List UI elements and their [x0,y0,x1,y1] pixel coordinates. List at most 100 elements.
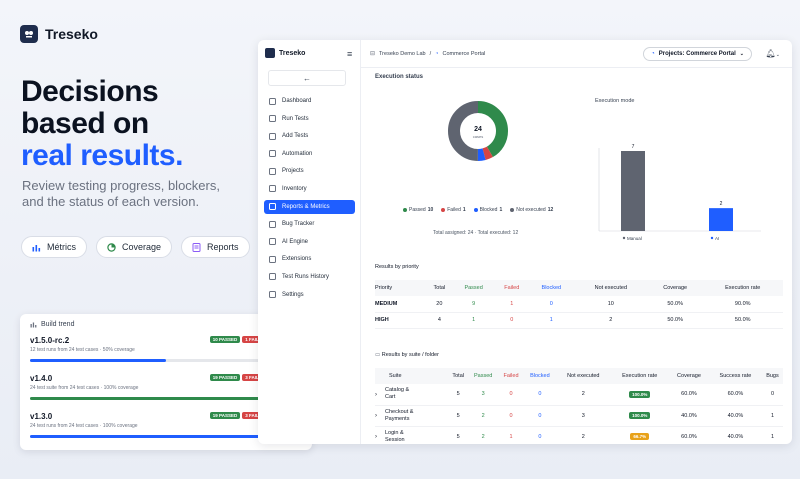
legend-label: Failed [447,207,461,213]
suite-cell-passed: 3 [481,391,485,398]
suites-header-cell[interactable]: Not executed [556,368,611,384]
suite-cell-blocked: 0 [538,433,542,440]
sidebar-item-inventory[interactable]: Inventory [264,182,355,196]
chevron-right-icon[interactable]: › [375,412,377,419]
suite-row[interactable]: › Login & Session 5 2 1 0 2 66.7% 60.0% 40.0% 1 [375,426,783,444]
panel-toggle-icon[interactable]: ⊟ [370,51,376,57]
suites-header-cell[interactable]: Success rate [708,368,762,384]
priority-header-cell[interactable]: Priority [375,280,427,296]
build-trend-header: Build trend [30,321,302,328]
suites-table: Suite Total Passed Failed Blocked Not execute… [375,368,783,444]
suite-cell-name: › Checkout & Payments [375,405,448,426]
build-version: v1.4.0 [30,374,53,383]
priority-cell: 90.0% [734,300,751,307]
feature-pills: Métrics Coverage Reports [21,236,250,258]
sidebar-item-add-tests[interactable]: Add Tests [264,129,355,143]
priority-header-cell[interactable]: Blocked [528,280,574,296]
suite-cell-name: › Catalog & Cart [375,384,448,405]
ai-engine-icon [269,238,276,246]
priority-cell: MEDIUM [375,300,398,307]
build-progress-fill [30,397,302,400]
build-version: v1.3.0 [30,412,53,421]
priority-cell: 1 [472,317,476,323]
priority-header-cell[interactable]: Failed [494,280,529,296]
suite-cell-total: 5 [456,391,460,398]
suite-cell-coverage: 40.0% [681,412,697,419]
chevron-down-icon: ⌄ [739,51,744,57]
priority-header-cell[interactable]: Passed [452,280,495,296]
execution-mode-title: Execution mode [595,98,635,104]
suites-header-cell[interactable]: Coverage [669,368,709,384]
sidebar-item-extensions[interactable]: Extensions [264,252,355,266]
pill-reports[interactable]: Reports [181,236,250,258]
suite-row[interactable]: › Catalog & Cart 5 3 0 0 2 100.0% 60.0% 60.0% 0 [375,384,783,405]
treseko-logo-icon [265,48,275,58]
legend-item: Not executed 12 [510,207,553,213]
suites-header-cell[interactable]: Total [448,368,468,384]
suites-header-cell[interactable]: Suite [375,368,449,384]
legend-dot [510,208,515,212]
bar-ai[interactable] [709,208,733,231]
suites-header-cell[interactable]: Failed [498,368,524,384]
chevron-right-icon[interactable]: › [375,433,377,440]
suites-header-cell[interactable]: Passed [467,368,499,384]
bar-manual[interactable] [621,151,645,231]
pill-coverage[interactable]: Coverage [96,236,173,258]
chevron-right-icon[interactable]: › [375,391,377,398]
build-version: v1.5.0-rc.2 [30,336,70,345]
execution-rate-badge: 100.0% [629,390,651,398]
sidebar-menu: Dashboard Run Tests Add Tests Automation Pro… [264,94,355,305]
suites-header-cell[interactable]: Blocked [523,368,557,384]
donut-slice-blocked[interactable] [448,101,508,161]
donut-slice-not-executed[interactable] [448,101,508,161]
suite-row[interactable]: › Checkout & Payments 5 2 0 0 3 100.0% 40.0% 40.0… [375,405,783,426]
sidebar-item-label: Inventory [282,185,307,192]
suite-cell-not-executed: 2 [581,433,585,440]
sidebar-item-test-runs-history[interactable]: Test Runs History [264,270,355,284]
pill-label: Métrics [47,242,76,252]
sidebar-item-label: Projects [282,168,304,175]
priority-header-cell[interactable]: Total [426,280,453,296]
execution-status-donut: 24 cases [448,101,508,161]
suite-cell-coverage: 60.0% [681,433,697,440]
hero-subtitle: Review testing progress, blockers, and t… [22,178,220,209]
project-selector[interactable]: ◔ Projects: Commerce Portal ⌄ [643,47,752,61]
suite-cell-failed: 0 [509,391,513,398]
sidebar-item-run-tests[interactable]: Run Tests [264,112,355,126]
bar-chart-icon [32,244,41,251]
execution-status-footer: Total assigned: 24 · Total executed: 12 [433,230,519,236]
sidebar-item-ai-engine[interactable]: AI Engine [264,235,355,249]
sidebar-item-bug-tracker[interactable]: Bug Tracker [264,217,355,231]
collapse-back-button[interactable]: ← [268,70,346,86]
priority-body: MEDIUM 20 9 1 0 10 50.0% 90.0% HIGH 4 1 0 1 2 50.0% 50.… [375,296,783,328]
priority-header-cell[interactable]: Not executed [573,280,648,296]
pill-metrics[interactable]: Métrics [21,236,87,258]
suite-name: Checkout & Payments [385,408,414,422]
priority-header-cell[interactable]: Execution rate [702,280,783,296]
breadcrumb-lab[interactable]: Treseko Demo Lab [379,50,426,57]
sidebar-item-label: Test Runs History [282,273,330,280]
suites-header-cell[interactable]: Execution rate [610,368,670,384]
sidebar-item-projects[interactable]: Projects [264,164,355,178]
failed-badge: 1 FAILED [242,336,268,343]
passed-badge: 19 PASSED [209,374,241,381]
legend-dot [473,208,478,212]
sidebar-item-automation[interactable]: Automation [264,147,355,161]
add-tests-icon [269,132,276,140]
priority-cell: 50.0% [667,300,683,307]
priority-header-cell[interactable]: Coverage [647,280,703,296]
sidebar-item-dashboard[interactable]: Dashboard [264,94,355,108]
priority-cell: 2 [609,317,613,323]
hamburger-menu-icon[interactable]: ≡ [347,49,353,59]
legend-item: Blocked 1 [473,207,502,213]
sidebar-item-reports-metrics[interactable]: Reports & Metrics [264,199,355,214]
priority-cell: HIGH [375,317,389,323]
breadcrumb-portal[interactable]: Commerce Portal [442,50,486,57]
donut-center-value: 24 [474,126,482,133]
sidebar-item-label: Dashboard [282,98,312,104]
suites-header-cell[interactable]: Bugs [761,368,783,384]
main-content: Execution status 24 cases Passed 10 Failed… [361,68,792,444]
notifications-bell-icon[interactable]: 🔔︎⌄ [765,49,780,58]
project-selector-label: Projects: Commerce Portal [658,51,736,57]
sidebar-item-settings[interactable]: Settings [264,288,355,302]
